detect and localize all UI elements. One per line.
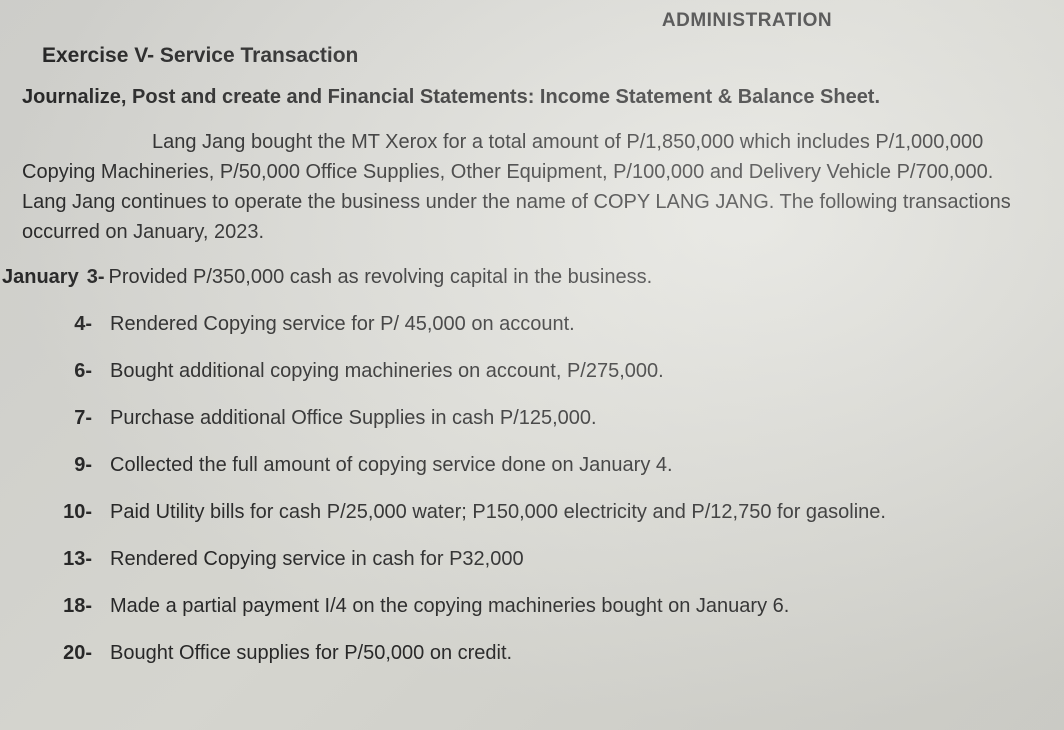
- scenario-paragraph: Lang Jang bought the MT Xerox for a tota…: [22, 127, 1034, 247]
- day-number: 13-: [50, 548, 92, 571]
- header-partial-text: ADMINISTRATION: [30, 10, 1034, 32]
- day-number: 10-: [50, 501, 92, 524]
- transaction-text: Collected the full amount of copying ser…: [110, 451, 1034, 479]
- transaction-row: January 3- Provided P/350,000 cash as re…: [30, 263, 1034, 291]
- transaction-text: Rendered Copying service in cash for P32…: [110, 545, 1034, 573]
- day-number: 18-: [50, 595, 92, 618]
- day-number: 6-: [50, 360, 92, 383]
- scenario-text: Lang Jang bought the MT Xerox for a tota…: [22, 131, 1011, 243]
- day-number: 20-: [50, 642, 92, 665]
- exercise-title: Exercise V- Service Transaction: [42, 44, 1034, 68]
- instruction-line: Journalize, Post and create and Financia…: [22, 86, 1034, 109]
- transaction-row: 9- Collected the full amount of copying …: [50, 451, 1034, 479]
- transaction-list: January 3- Provided P/350,000 cash as re…: [50, 263, 1034, 667]
- day-number: 3-: [87, 266, 105, 289]
- month-label: January: [2, 266, 79, 289]
- transaction-text: Provided P/350,000 cash as revolving cap…: [109, 263, 1034, 291]
- transaction-row: 6- Bought additional copying machineries…: [50, 357, 1034, 385]
- day-number: 7-: [50, 407, 92, 430]
- transaction-text: Rendered Copying service for P/ 45,000 o…: [110, 310, 1034, 338]
- transaction-text: Purchase additional Office Supplies in c…: [110, 404, 1034, 432]
- transaction-row: 18- Made a partial payment I/4 on the co…: [50, 592, 1034, 620]
- transaction-row: 7- Purchase additional Office Supplies i…: [50, 404, 1034, 432]
- transaction-row: 13- Rendered Copying service in cash for…: [50, 545, 1034, 573]
- day-number: 4-: [50, 313, 92, 336]
- transaction-text: Bought additional copying machineries on…: [110, 357, 1034, 385]
- transaction-text: Made a partial payment I/4 on the copyin…: [110, 592, 1034, 620]
- day-number: 9-: [50, 454, 92, 477]
- transaction-text: Bought Office supplies for P/50,000 on c…: [110, 639, 1034, 667]
- transaction-text: Paid Utility bills for cash P/25,000 wat…: [110, 498, 1034, 526]
- transaction-row: 20- Bought Office supplies for P/50,000 …: [50, 639, 1034, 667]
- transaction-row: 10- Paid Utility bills for cash P/25,000…: [50, 498, 1034, 526]
- transaction-row: 4- Rendered Copying service for P/ 45,00…: [50, 310, 1034, 338]
